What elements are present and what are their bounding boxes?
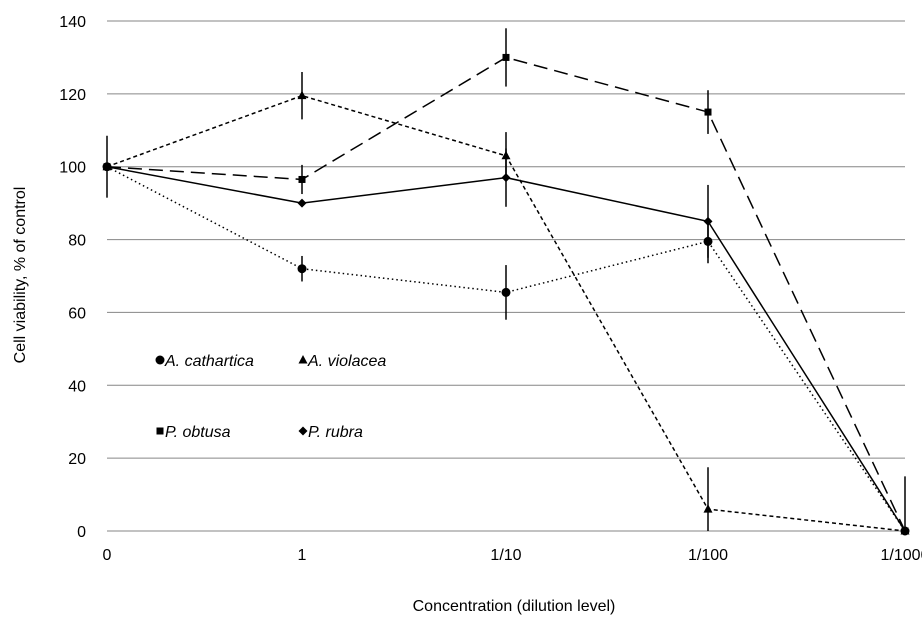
legend-marker-a-violacea	[299, 355, 308, 364]
p-obtusa-point	[705, 109, 712, 116]
x-tick-label: 0	[103, 547, 112, 564]
p-rubra-point	[298, 199, 307, 208]
a-cathartica-point	[298, 264, 307, 273]
a-violacea-point	[704, 504, 713, 513]
y-axis-title: Cell viability, % of control	[12, 187, 29, 364]
y-tick-labels: 0 20 40 60 80 100 120 140	[59, 14, 86, 541]
error-bars	[107, 28, 905, 531]
p-rubra-point	[502, 173, 511, 182]
y-tick-label: 140	[59, 14, 86, 31]
y-tick-label: 20	[68, 451, 86, 468]
gridlines	[107, 21, 905, 458]
x-axis-title: Concentration (dilution level)	[413, 598, 616, 615]
a-cathartica-point	[502, 288, 511, 297]
series-markers	[103, 54, 910, 536]
p-rubra-point	[704, 217, 713, 226]
legend: A. cathartica A. violacea P. obtusa P. rubr…	[156, 353, 387, 441]
legend-label-a-violacea: A. violacea	[307, 353, 386, 370]
legend-label-a-cathartica: A. cathartica	[164, 353, 254, 370]
a-violacea-point	[298, 91, 307, 100]
x-tick-label: 1/10	[490, 547, 521, 564]
y-tick-label: 120	[59, 87, 86, 104]
y-tick-label: 40	[68, 378, 86, 395]
legend-label-p-obtusa: P. obtusa	[165, 424, 231, 441]
legend-marker-p-rubra	[299, 427, 308, 436]
y-tick-label: 0	[77, 524, 86, 541]
p-rubra-line	[107, 167, 905, 531]
legend-marker-a-cathartica	[156, 356, 165, 365]
a-cathartica-line	[107, 167, 905, 531]
x-tick-labels: 0 1 1/10 1/100 1/1000	[103, 547, 922, 564]
x-tick-label: 1	[298, 547, 307, 564]
p-obtusa-point	[503, 54, 510, 61]
legend-marker-p-obtusa	[157, 428, 164, 435]
legend-label-p-rubra: P. rubra	[308, 424, 363, 441]
x-tick-label: 1/100	[688, 547, 728, 564]
x-tick-label: 1/1000	[881, 547, 922, 564]
y-tick-label: 80	[68, 233, 86, 250]
y-tick-label: 100	[59, 160, 86, 177]
a-cathartica-point	[704, 237, 713, 246]
p-obtusa-point	[299, 176, 306, 183]
y-tick-label: 60	[68, 305, 86, 322]
